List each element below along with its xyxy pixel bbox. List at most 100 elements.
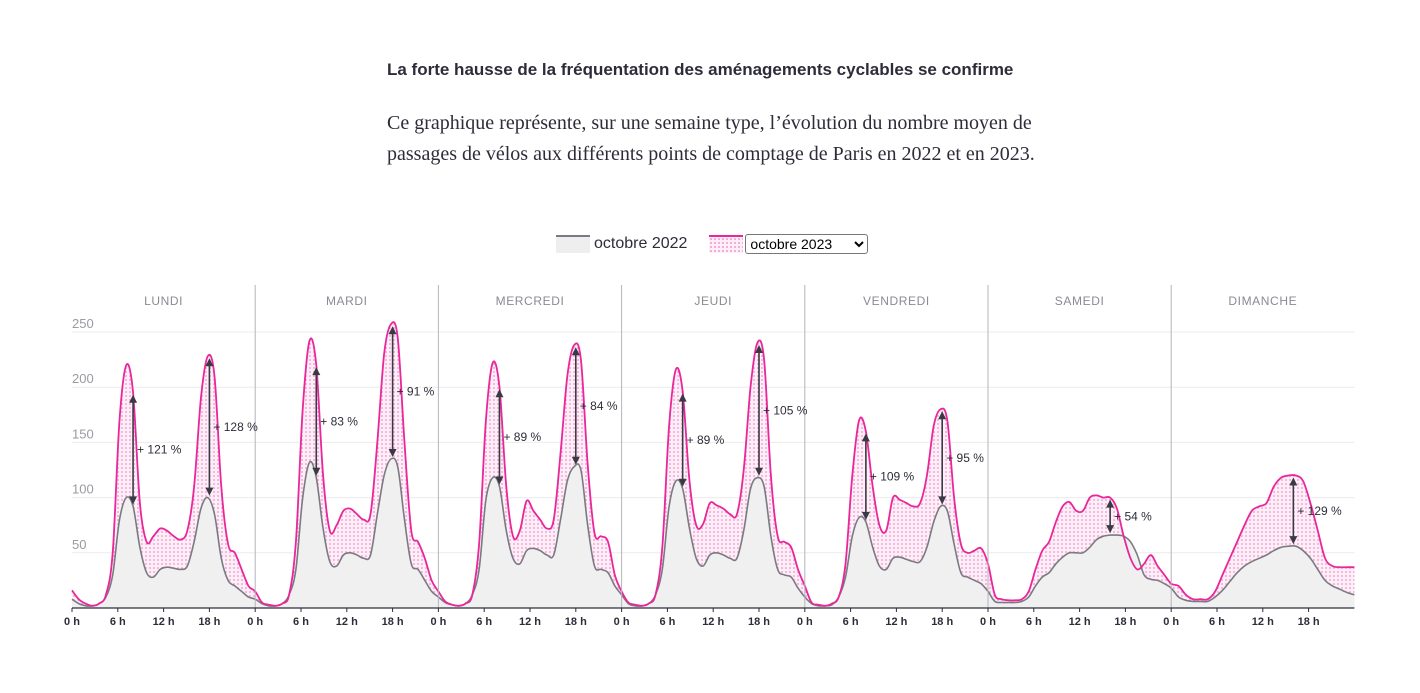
x-tick-label: 6 h: [110, 616, 126, 628]
annotation-label: + 83 %: [320, 414, 358, 428]
annotation-label: + 129 %: [1297, 504, 1342, 518]
arrow-up-icon: [312, 367, 321, 376]
x-tick-label: 0 h: [247, 616, 263, 628]
x-tick-label: 18 h: [382, 616, 404, 628]
arrow-up-icon: [861, 433, 870, 442]
day-label: LUNDI: [144, 294, 183, 308]
increase-annotation: + 89 %: [678, 393, 725, 487]
arrow-down-icon: [388, 448, 397, 457]
day-label: DIMANCHE: [1228, 294, 1297, 308]
day-separators: [254, 285, 1172, 608]
annotation-label: + 89 %: [687, 433, 725, 447]
annotation-label: + 84 %: [580, 399, 618, 413]
increase-annotation: + 91 %: [388, 326, 435, 457]
arrow-up-icon: [1106, 499, 1115, 508]
x-tick-label: 6 h: [1026, 616, 1042, 628]
x-axis: 0 h 6 h 12 h 18 h 0 h 6 h 12 h 18 h 0 h 6 h 12 h 18…: [64, 607, 1355, 628]
x-tick-label: 0 h: [1163, 616, 1179, 628]
arrow-down-icon: [1106, 525, 1115, 534]
arrow-up-icon: [678, 393, 687, 402]
x-tick-label: 6 h: [1209, 616, 1225, 628]
arrow-down-icon: [312, 467, 321, 476]
x-tick-label: 6 h: [659, 616, 675, 628]
legend: octobre 2022 octobre 2023: [556, 233, 869, 255]
increase-annotation: + 128 %: [205, 358, 258, 496]
y-tick-label: 50: [72, 537, 86, 552]
x-tick-label: 0 h: [64, 616, 80, 628]
annotations: + 121 % + 128 % + 83 % + 91 % + 89 % + 84 % + …: [129, 326, 1342, 545]
x-tick-label: 12 h: [519, 616, 541, 628]
x-tick-label: 6 h: [476, 616, 492, 628]
arrow-up-icon: [388, 326, 397, 335]
day-label: JEUDI: [694, 294, 732, 308]
arrow-down-icon: [129, 496, 138, 505]
annotation-label: + 105 %: [763, 403, 808, 417]
x-tick-label: 12 h: [702, 616, 724, 628]
x-tick-label: 12 h: [1069, 616, 1091, 628]
line-2023: [71, 321, 1355, 607]
x-tick-label: 12 h: [1252, 616, 1274, 628]
x-tick-label: 12 h: [885, 616, 907, 628]
arrow-down-icon: [495, 476, 504, 485]
arrow-down-icon: [938, 496, 947, 505]
year-select-dropdown[interactable]: octobre 2023: [745, 234, 869, 254]
annotation-label: + 109 %: [870, 470, 915, 484]
legend-swatch-2022: [556, 235, 590, 253]
y-tick-label: 250: [72, 316, 94, 331]
annotation-label: + 121 %: [137, 443, 182, 457]
day-label: MARDI: [326, 294, 368, 308]
day-label: MERCREDI: [496, 294, 565, 308]
series-areas: [72, 322, 1355, 608]
x-tick-label: 18 h: [748, 616, 770, 628]
y-tick-label: 200: [72, 371, 94, 386]
x-tick-label: 18 h: [565, 616, 587, 628]
legend-swatch-2023: [709, 235, 744, 253]
y-axis: 50 100 150 200 250: [72, 316, 94, 552]
x-tick-label: 18 h: [931, 616, 953, 628]
area-2022: [72, 458, 1355, 608]
increase-annotation: + 84 %: [571, 347, 618, 465]
arrow-up-icon: [571, 347, 580, 356]
weekly-bike-traffic-chart: 50 100 150 200 250 LUNDI MARDI MERCREDI JEUDI VE…: [64, 285, 1355, 628]
increase-annotation: + 109 %: [861, 433, 915, 520]
legend-label-2022: octobre 2022: [594, 235, 688, 252]
increase-annotation: + 105 %: [755, 345, 808, 476]
x-tick-label: 12 h: [153, 616, 175, 628]
arrow-down-icon: [571, 456, 580, 465]
arrow-down-icon: [861, 511, 870, 520]
x-tick-label: 6 h: [843, 616, 859, 628]
increase-annotation: + 83 %: [312, 367, 358, 476]
annotation-label: + 91 %: [397, 385, 435, 399]
chart-description: Ce graphique représente, sur une semaine…: [387, 112, 1035, 165]
day-label: SAMEDI: [1055, 294, 1105, 308]
arrow-up-icon: [129, 394, 138, 403]
x-tick-label: 6 h: [293, 616, 309, 628]
arrow-up-icon: [495, 389, 504, 398]
x-tick-label: 0 h: [797, 616, 813, 628]
increase-annotation: + 89 %: [495, 389, 541, 485]
arrow-down-icon: [678, 478, 687, 487]
x-tick-label: 12 h: [336, 616, 358, 628]
increase-annotation: + 121 %: [129, 394, 182, 505]
x-tick-label: 18 h: [1114, 616, 1136, 628]
arrow-up-icon: [755, 345, 763, 354]
day-labels: LUNDI MARDI MERCREDI JEUDI VENDREDI SAMEDI DIM…: [144, 294, 1297, 308]
increase-annotation: + 129 %: [1289, 477, 1342, 545]
arrow-down-icon: [755, 467, 763, 476]
arrow-down-icon: [205, 487, 214, 496]
series-lines: [71, 321, 1355, 607]
arrow-up-icon: [938, 411, 947, 420]
day-label: VENDREDI: [863, 294, 930, 308]
arrow-up-icon: [205, 358, 214, 367]
annotation-label: + 54 %: [1114, 509, 1152, 523]
annotation-label: + 89 %: [503, 430, 541, 444]
arrow-down-icon: [1289, 536, 1298, 545]
y-tick-label: 150: [72, 426, 94, 441]
annotation-label: + 128 %: [213, 420, 258, 434]
chart-title: La forte hausse de la fréquentation des …: [387, 60, 1014, 79]
x-tick-label: 18 h: [198, 616, 220, 628]
grid: [72, 331, 1355, 554]
increase-annotation: + 95 %: [938, 411, 984, 505]
y-tick-label: 100: [72, 482, 94, 497]
arrow-up-icon: [1289, 477, 1298, 486]
